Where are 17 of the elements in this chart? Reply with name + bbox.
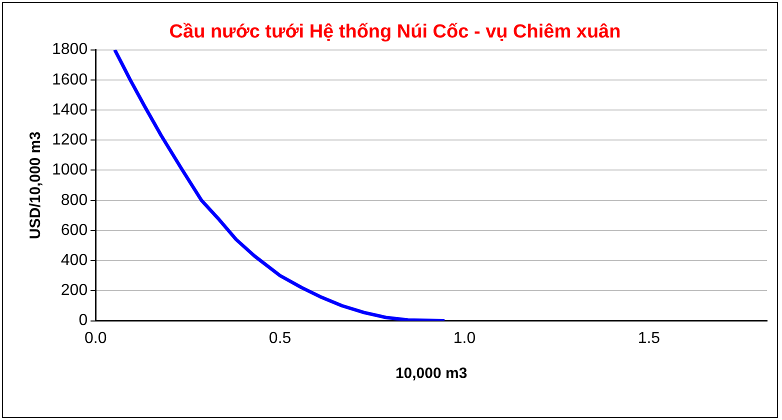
y-tick-label: 0 (78, 312, 88, 330)
y-axis-title: USD/10,000 m3 (27, 132, 44, 240)
y-tick-label: 1200 (52, 132, 88, 149)
x-axis-title: 10,000 m3 (395, 365, 468, 382)
y-tick-label: 1600 (52, 71, 88, 88)
y-tick-label: 1000 (52, 162, 88, 179)
x-tick-label: 0.5 (268, 330, 292, 347)
x-tick-label: 1.5 (638, 330, 660, 347)
y-tick-label: 200 (60, 282, 88, 300)
y-tick-label: 400 (60, 252, 88, 269)
x-tick-label: 1.0 (453, 330, 476, 347)
y-tick-label: 800 (60, 192, 88, 209)
y-tick-label: 600 (60, 222, 88, 239)
y-tick-label: 1400 (52, 101, 88, 118)
x-tick-label: 0.0 (84, 330, 107, 347)
chart-title: Cầu nước tưới Hệ thống Núi Cốc - vụ Chiêm xuân (169, 22, 621, 43)
y-tick-label: 1800 (52, 41, 88, 58)
